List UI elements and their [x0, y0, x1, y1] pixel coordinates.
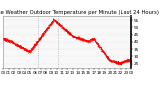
- Title: Milwaukee Weather Outdoor Temperature per Minute (Last 24 Hours): Milwaukee Weather Outdoor Temperature pe…: [0, 10, 159, 15]
